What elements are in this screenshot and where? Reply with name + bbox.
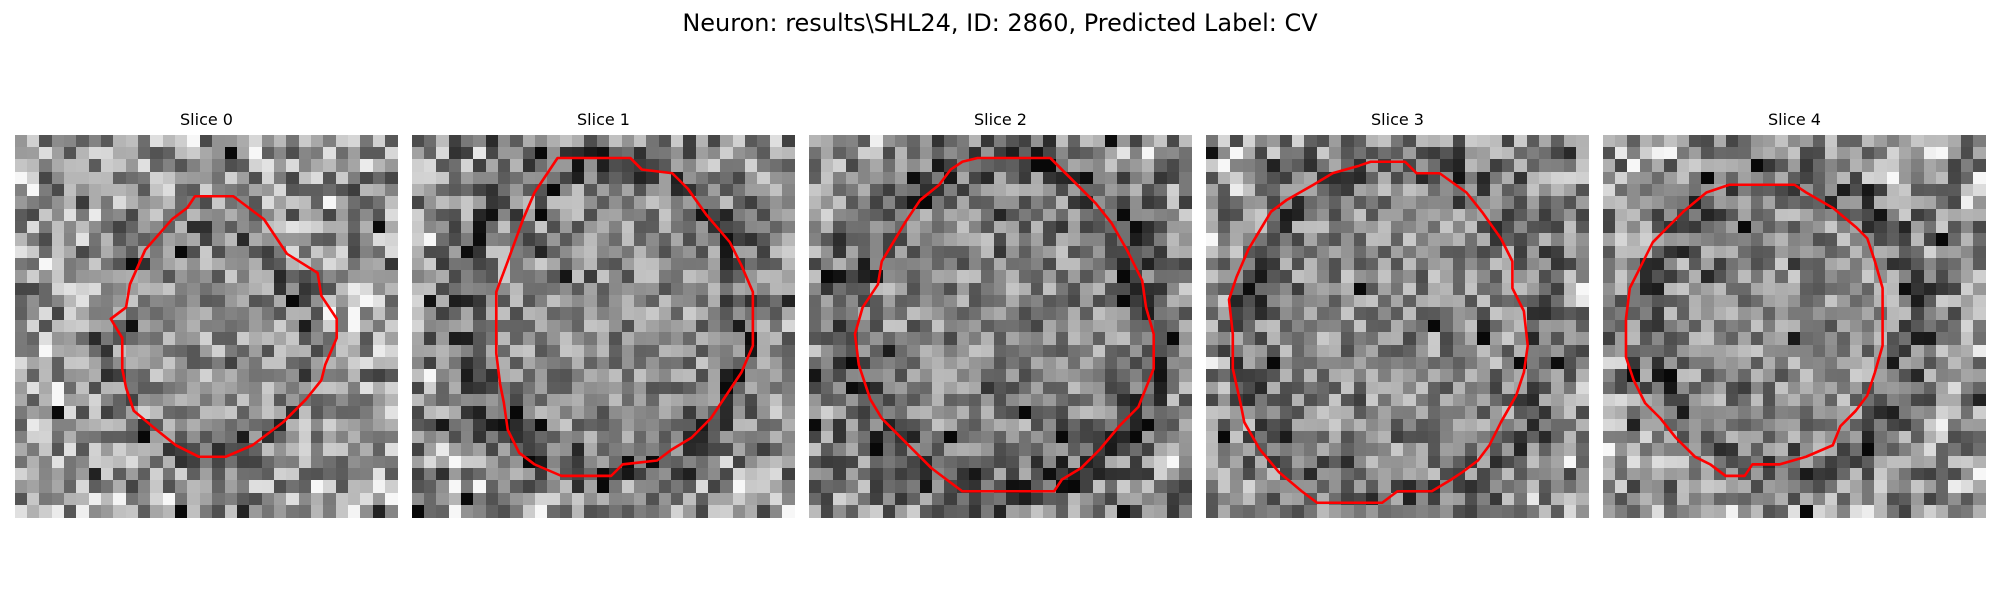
slice-image-3 <box>1206 135 1589 518</box>
slice-title: Slice 0 <box>180 110 233 129</box>
slice-title: Slice 4 <box>1768 110 1821 129</box>
slice-image-0 <box>15 135 398 518</box>
slice-title: Slice 3 <box>1371 110 1424 129</box>
slice-panel-4: Slice 4 <box>1603 108 1986 518</box>
figure-title: Neuron: results\SHL24, ID: 2860, Predict… <box>682 9 1318 37</box>
slice-panel-0: Slice 0 <box>15 108 398 518</box>
slice-panel-3: Slice 3 <box>1206 108 1589 518</box>
slice-title: Slice 1 <box>577 110 630 129</box>
slice-title: Slice 2 <box>974 110 1027 129</box>
slice-panel-2: Slice 2 <box>809 108 1192 518</box>
slice-image-4 <box>1603 135 1986 518</box>
slice-image-2 <box>809 135 1192 518</box>
slice-panel-1: Slice 1 <box>412 108 795 518</box>
slice-image-1 <box>412 135 795 518</box>
